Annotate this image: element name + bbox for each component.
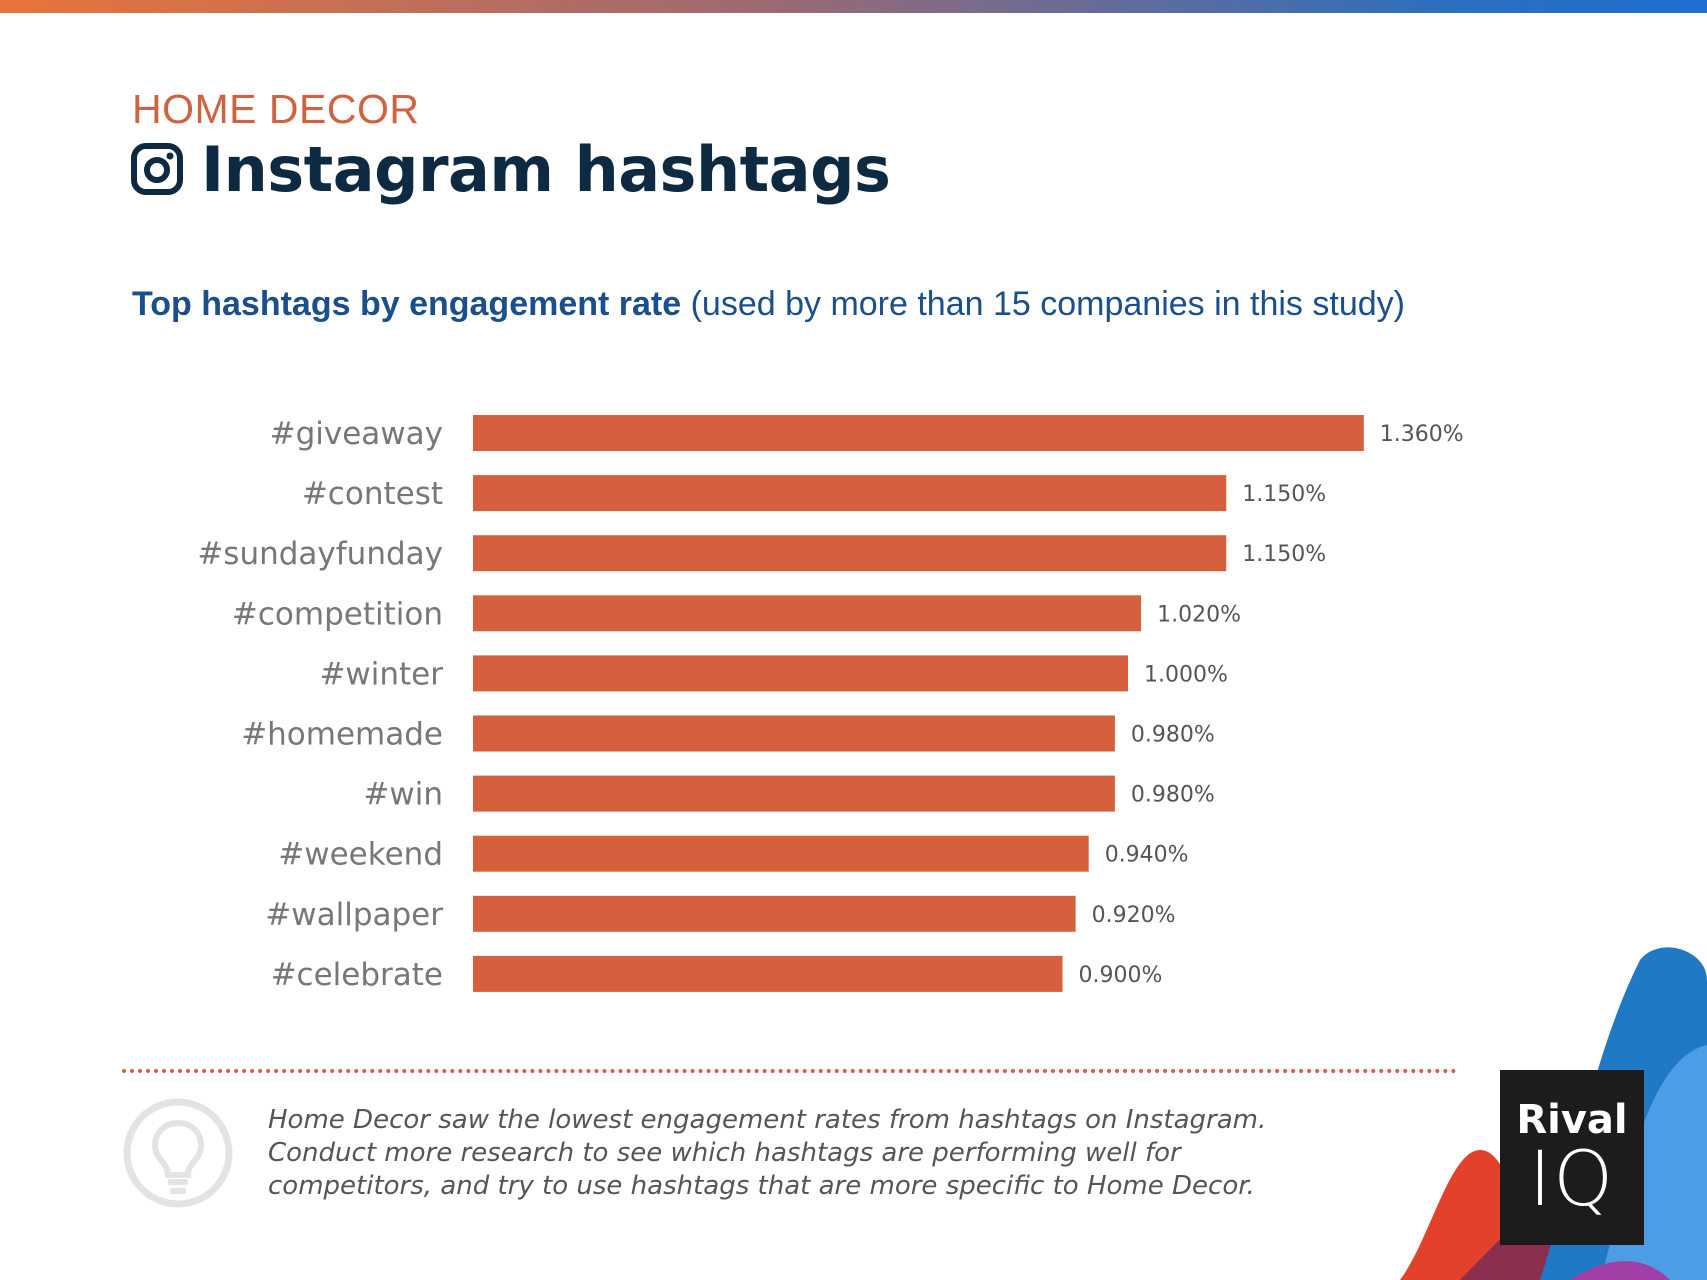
category-label: #sundayfunday [197, 536, 443, 572]
value-label: 0.940% [1105, 843, 1189, 868]
bar [473, 415, 1364, 451]
bar [473, 895, 1076, 932]
category-label: #contest [302, 476, 443, 512]
category-label: #wallpaper [265, 897, 443, 933]
logo-text-iq: IQ [1528, 1133, 1616, 1223]
value-label: 0.980% [1131, 783, 1215, 808]
bar [473, 715, 1115, 752]
logo-text-rival: Rival [1516, 1096, 1628, 1143]
category-label: #competition [232, 596, 443, 632]
lightbulb-icon [123, 1098, 233, 1208]
category-label: #celebrate [271, 957, 443, 993]
category-label: #homemade [241, 717, 443, 753]
value-label: 0.980% [1131, 723, 1215, 748]
insight-note: Home Decor saw the lowest engagement rat… [268, 1105, 1267, 1201]
bar [473, 775, 1115, 812]
category-label: #win [363, 777, 443, 813]
value-label: 1.020% [1157, 602, 1241, 627]
category-label: #giveaway [270, 416, 443, 452]
chart-subtitle-strong: Top hashtags by engagement rate [132, 285, 682, 323]
bar [473, 595, 1142, 632]
bar [473, 535, 1227, 572]
category-label: #weekend [278, 837, 443, 873]
value-label: 0.920% [1092, 903, 1176, 928]
bar [473, 655, 1128, 692]
category-label: HOME DECOR [132, 86, 420, 132]
value-label: 1.360% [1380, 422, 1464, 447]
value-label: 0.900% [1079, 963, 1163, 988]
category-label: #winter [319, 656, 443, 692]
bar-chart: #giveaway 1.360% #contest 1.150% #sundayfund… [197, 415, 1464, 993]
page-title-row: Instagram hashtags [131, 132, 891, 206]
dotted-divider [122, 1069, 1457, 1073]
value-label: 1.150% [1242, 542, 1326, 567]
bar [473, 955, 1063, 992]
chart-subtitle-rest: (used by more than 15 companies in this … [681, 285, 1405, 323]
value-label: 1.000% [1144, 662, 1228, 687]
page-title: Instagram hashtags [201, 132, 891, 206]
instagram-icon [131, 143, 183, 195]
rival-iq-logo: Rival IQ [1500, 1070, 1644, 1245]
chart-subtitle: Top hashtags by engagement rate (used by… [132, 285, 1405, 324]
bar [473, 475, 1227, 512]
value-label: 1.150% [1242, 482, 1326, 507]
top-gradient-bar [0, 0, 1707, 13]
bar [473, 835, 1089, 872]
